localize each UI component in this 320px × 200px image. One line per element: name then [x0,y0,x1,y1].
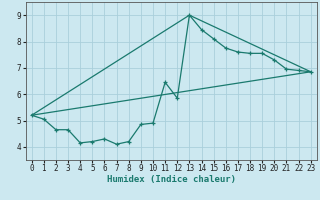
X-axis label: Humidex (Indice chaleur): Humidex (Indice chaleur) [107,175,236,184]
